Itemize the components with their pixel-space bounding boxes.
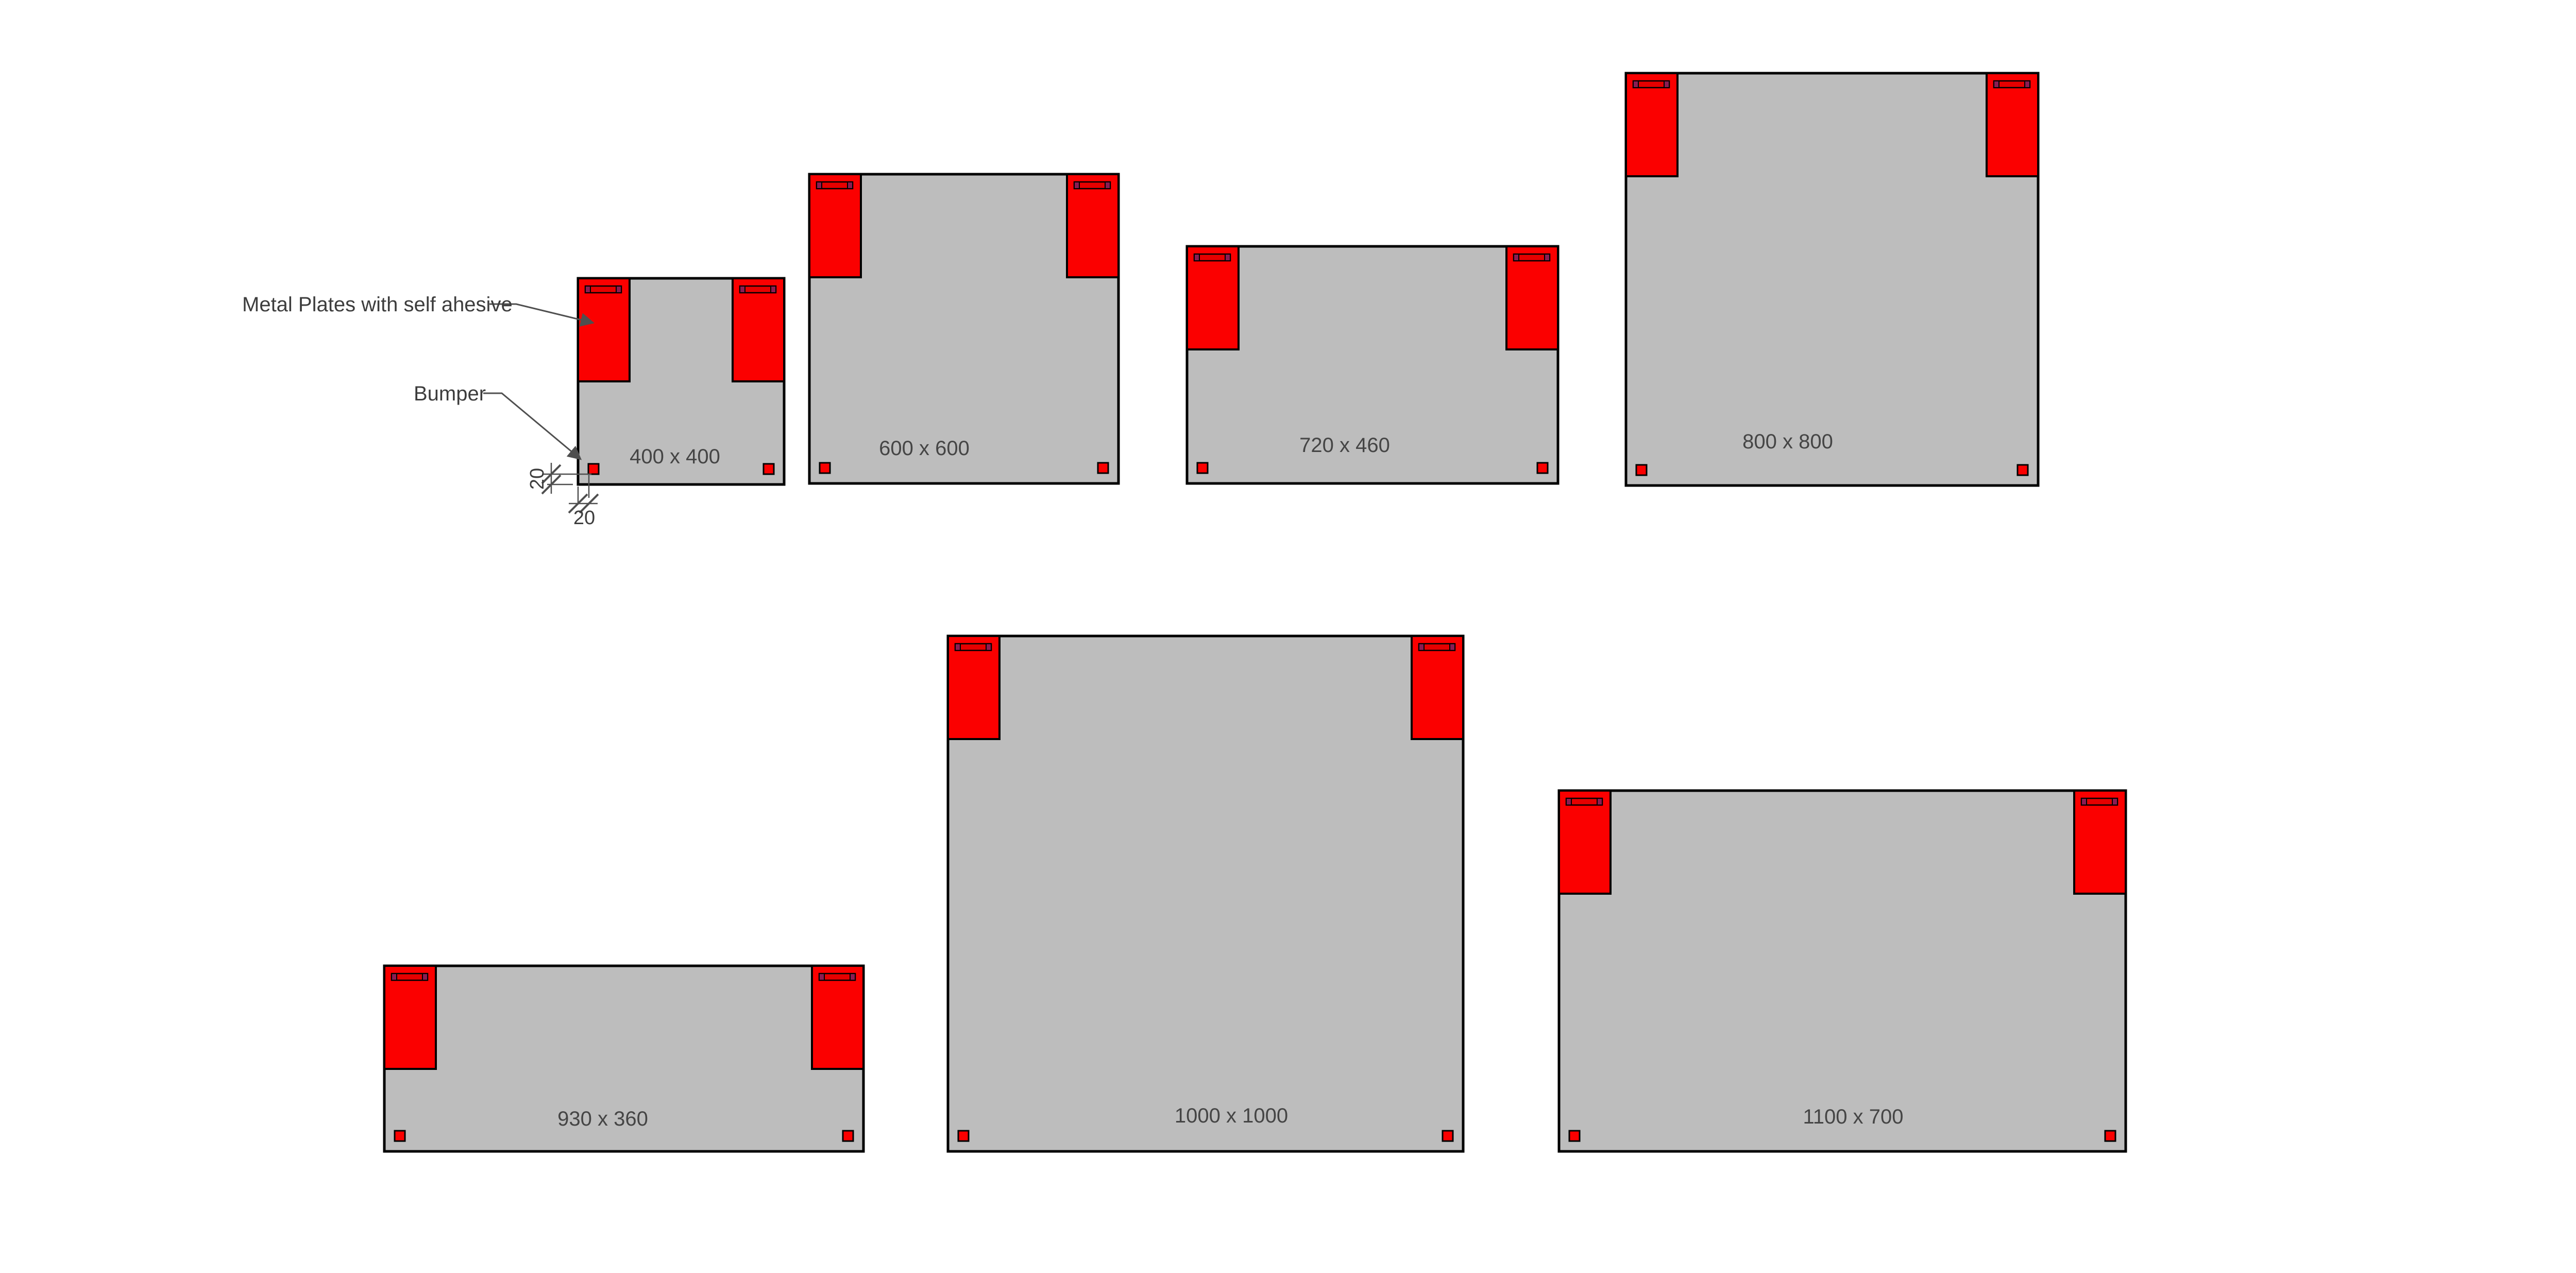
metal-plate [1066,173,1120,278]
bumper [1635,464,1648,476]
bumper [842,1130,854,1142]
plate-body [383,964,865,1153]
bumper-leader-line [483,392,582,460]
metal-plate [577,277,631,382]
slot-end [1566,798,1572,806]
plates-layer: 400 x 400 600 x 600 720 x 460 800 x 800 930 … [383,72,2127,1153]
plate-size-label: 400 x 400 [630,445,720,468]
slot-end [1194,254,1200,261]
slot-end [616,286,622,293]
slot-end [1074,181,1080,189]
metal-plate [1986,72,2039,177]
plate-group: 1000 x 1000 [946,634,1465,1153]
metal-plate [1411,635,1464,740]
slot-end [391,973,397,981]
bumper [1442,1130,1454,1142]
slot-end [955,643,961,651]
slot-end [850,973,856,981]
slot-end [819,973,825,981]
slot-end [1105,181,1111,189]
slot-end [1449,643,1455,651]
bumper [1196,462,1209,474]
slot-end [1225,254,1231,261]
slot-end [1664,80,1670,88]
metal-plate [1625,72,1679,177]
dimension-tick [541,474,562,495]
bumper [957,1130,970,1142]
plate-body [1185,245,1560,485]
plate-body [946,634,1465,1153]
slot-end [770,286,776,293]
metal-plate [1558,790,1612,895]
metal-plate [808,173,862,278]
dimension-bumper-bottom-offset: 20 [527,463,591,495]
bumper [2104,1130,2116,1142]
metal-plate [1186,245,1240,350]
slot-end [847,181,853,189]
slot-end [1513,254,1519,261]
slot-end [2081,798,2087,806]
plate-body [1557,789,2127,1153]
metal-plates-leader-line [489,303,595,327]
plate-group: 800 x 800 [1624,72,2040,487]
slot-end [585,286,591,293]
slot-end [1633,80,1639,88]
dimension-value-horizontal: 20 [573,507,595,529]
metal-plate [947,635,1001,740]
bumper [762,463,775,475]
slot-end [2112,798,2118,806]
plate-group: 720 x 460 [1185,245,1560,485]
plate-group: 400 x 400 [577,277,786,486]
plate-size-label: 720 x 460 [1299,434,1390,457]
bumper [587,463,600,475]
metal-plate [1505,245,1559,350]
dimension-bumper-side-offset: 20 [568,475,599,529]
plate-group: 600 x 600 [808,173,1120,485]
slot-end [2024,80,2030,88]
plate-size-label: 1000 x 1000 [1175,1104,1288,1127]
plate-size-label: 1100 x 700 [1803,1105,1904,1128]
bumper-annotation: Bumper [414,382,486,405]
bumper [1536,462,1549,474]
slot-end [1544,254,1550,261]
dimension-tick [579,493,599,514]
slot-end [816,181,822,189]
slot-end [1993,80,1999,88]
slot-end [422,973,428,981]
slot-end [986,643,992,651]
slot-end [739,286,745,293]
bumper [1097,462,1109,474]
dimension-value-vertical: 20 [527,468,548,490]
annotation-layer: Metal Plates with self ahesive Bumper 20… [242,293,599,529]
metal-plates-annotation: Metal Plates with self ahesive [242,293,513,316]
plate-body [1624,72,2040,487]
bumper [394,1130,406,1142]
dimension-tick [541,464,562,484]
plate-size-label: 930 x 360 [557,1108,648,1130]
plate-group: 1100 x 700 [1557,789,2127,1153]
bumper [2016,464,2029,476]
plate-size-label: 800 x 800 [1742,430,1833,453]
slot-end [1418,643,1425,651]
bumper [819,462,831,474]
plate-size-label: 600 x 600 [879,437,970,460]
plate-group: 930 x 360 [383,964,865,1153]
slot-end [1597,798,1603,806]
metal-plate [383,965,437,1070]
metal-plate [811,965,865,1070]
bumper [1568,1130,1581,1142]
metal-plate [2073,790,2127,895]
dimension-tick [568,493,588,514]
metal-plate [732,277,785,382]
